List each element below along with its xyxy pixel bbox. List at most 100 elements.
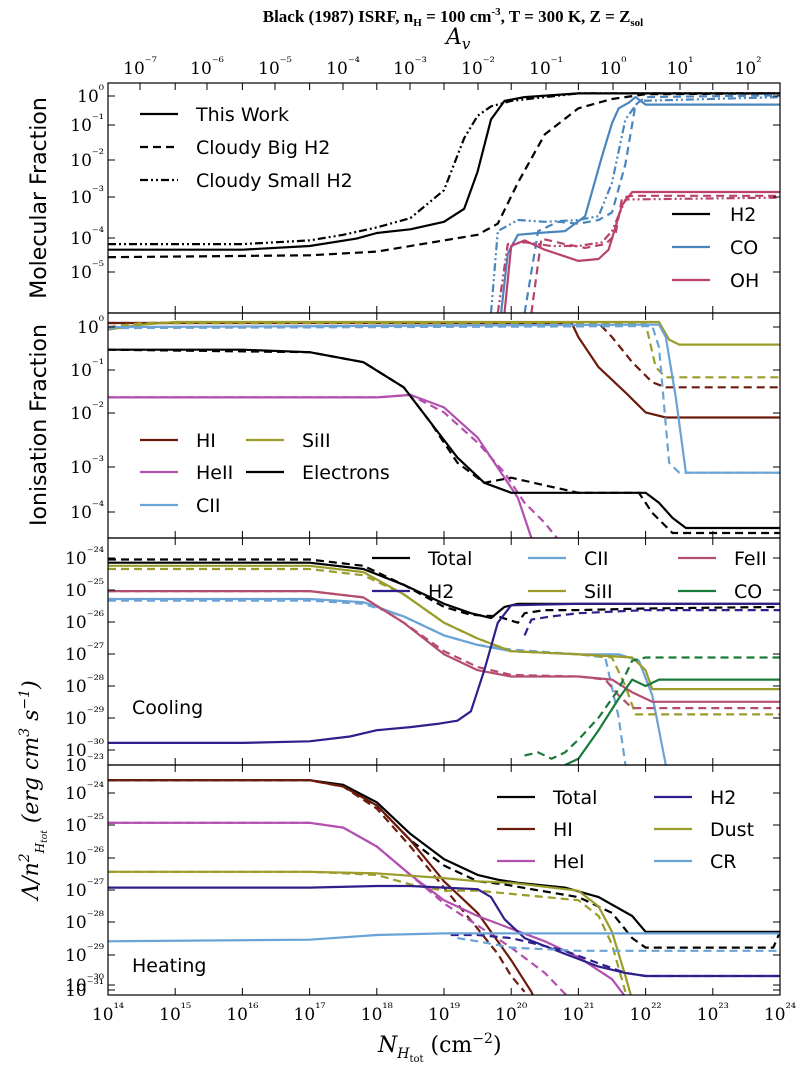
series-cr-this-work [108,932,780,943]
av-tick-label: 10⁻⁷ [123,55,157,79]
xtick-label: 10¹⁹ [428,1001,460,1025]
panel-1: 10⁰ 10⁻¹ 10⁻² 10⁻³ 10⁻⁴ 10⁻⁵ [70,82,781,314]
xtick-label: 10¹⁷ [294,1001,326,1025]
series-feii-cloudy [108,590,780,710]
legend-label: HeI [553,851,585,873]
av-tick-label: 10⁻¹ [529,55,563,79]
av-tick-label: 10⁻⁵ [258,55,292,79]
top-axis-ticks: 10⁻⁷ 10⁻⁶ 10⁻⁵ 10⁻⁴ 10⁻³ 10⁻² 10⁻¹ 10⁰ 10¹ 10² [123,55,761,90]
legend-label: HI [553,819,573,841]
series-oh-this-work [503,190,780,313]
legend-label: CII [584,548,608,570]
ytick-label: 10⁻³¹ [65,977,104,1001]
bottom-axis-label: NHtot (cm−2) [377,1031,502,1065]
series-co-cloudy-small [489,96,780,313]
series-cii-cloudy [108,599,627,765]
xtick-label: 10¹⁸ [361,1001,393,1025]
shared-ylabel: Λ/n2Htot (erg cm3 s−1) [17,680,50,901]
cooling-label: Cooling [132,697,203,719]
ytick-label: 10⁻³⁰ [65,737,104,761]
ytick-label: 10⁻⁵ [70,259,104,283]
legend-label: This Work [195,104,289,126]
legend-label: H2 [710,787,736,809]
ytick-label: 10⁻⁴ [70,499,104,523]
legend-label: Total [552,787,597,809]
figure-title: Black (1987) ISRF, nH = 100 cm-3, T = 30… [263,6,644,29]
ytick-label: 10⁰ [77,314,104,338]
legend-label: CR [710,851,736,873]
ytick-label: 10⁻³⁰ [65,972,104,996]
series-siii-this-work [108,320,780,346]
av-tick-label: 10² [735,55,762,79]
ytick-label: 10⁻³ [70,184,104,208]
bottom-axis-ticks: 10¹⁴ 10¹⁵ 10¹⁶ 10¹⁷ 10¹⁸ 10¹⁹ 10²⁰ 10²¹ 10²² 10²³… [92,1001,796,1025]
legend-label: H2 [730,204,756,226]
ytick-label: 10⁻³ [70,454,104,478]
ytick-label: 10⁻²⁷ [65,877,104,901]
ytick-label: 10⁻²⁷ [65,641,104,665]
series-electrons-cloudy [108,348,780,535]
series-dust-this-work [108,870,632,995]
xtick-label: 10²⁰ [495,1001,527,1025]
ytick-label: 10⁻² [70,400,104,424]
series-h2-this-work [108,602,780,744]
xtick-label: 10²² [630,1001,662,1025]
series-cr-cloudy [457,937,780,952]
legend-label: HeII [196,462,233,484]
series-total-cloudy [108,779,780,949]
legend-label: Dust [710,819,754,841]
legend-label: SiII [584,581,613,603]
series-co-this-work [500,96,780,313]
legend-label: FeII [734,548,767,570]
ytick-label: 10⁻¹ [70,112,104,136]
series-h2-cloudy-big [108,92,780,259]
ytick-label: 10⁻²⁶ [65,845,104,869]
series-hi-this-work [108,779,534,995]
xtick-label: 10¹⁶ [226,1001,258,1025]
xtick-label: 10²⁴ [764,1001,796,1025]
series-heii-cloudy [108,393,559,538]
legend-label: CII [196,495,220,517]
ytick-label: 10⁻²⁹ [65,942,104,966]
legend-label: HI [196,430,216,452]
series-dust-cloudy [108,870,627,993]
xtick-label: 10²¹ [562,1001,594,1025]
ytick-label: 10⁻²⁴ [65,780,104,804]
legends: This Work Cloudy Big H2 Cloudy Small H2 H2 C… [132,104,767,977]
xtick-label: 10²³ [697,1001,729,1025]
panel-2: 10⁰ 10⁻¹ 10⁻² 10⁻³ 10⁻⁴ [70,312,781,539]
av-tick-label: 10⁻³ [393,55,427,79]
legend-label: Cloudy Big H2 [196,137,330,159]
series-co-this-work [564,678,780,765]
series-cii-this-work [108,597,667,765]
legend-label: SiII [302,430,331,452]
legend-label: H2 [428,581,454,603]
xtick-label: 10¹⁵ [159,1001,191,1025]
ytick-label: 10⁻²⁵ [65,812,104,836]
legend-label: CO [730,237,758,259]
series-total-this-work [108,779,780,933]
ytick-label: 10⁻¹ [70,357,104,381]
series-cii-cloudy [108,325,780,474]
ytick-label: 10⁻⁴ [70,225,104,249]
legend-label: CO [734,581,762,603]
legend-label: Electrons [302,462,390,484]
series-feii-this-work [108,590,780,703]
ytick-label: 10⁻²⁴ [65,545,104,569]
legend-label: OH [730,270,759,292]
ytick-label: 10⁻²⁸ [65,909,104,933]
series-hi-cloudy [108,321,780,389]
series-h2-cloudy [523,609,780,636]
series-oh-cloudy-small [496,196,780,313]
ytick-label: 10⁻²⁶ [65,609,104,633]
p1-ylabel: Molecular Fraction [27,97,52,299]
ytick-label: 10⁻²⁸ [65,673,104,697]
series-siii-cloudy [108,321,780,379]
ytick-label: 10⁻²⁹ [65,705,104,729]
legend-label: Total [427,548,472,570]
series-hei-cloudy [108,821,568,995]
ytick-label: 10⁻² [70,147,104,171]
